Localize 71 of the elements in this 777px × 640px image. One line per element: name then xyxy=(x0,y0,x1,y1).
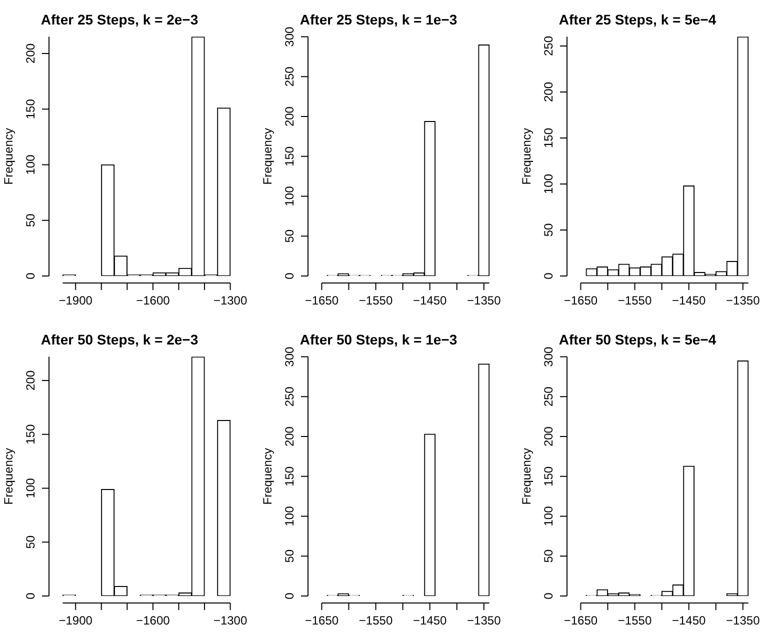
y-tick-label: 150 xyxy=(282,466,296,486)
y-tick-label: 150 xyxy=(23,98,38,120)
y-tick-label: 0 xyxy=(282,592,296,600)
x-tick-label: −1650 xyxy=(564,613,598,628)
x-tick-label: −1600 xyxy=(136,293,170,308)
chart-title: After 50 Steps, k = 1e−3 xyxy=(300,331,458,348)
x-tick-label: −1450 xyxy=(412,613,448,628)
y-tick-label: 250 xyxy=(282,386,296,407)
y-tick-label: 0 xyxy=(282,272,296,280)
chart-title: After 25 Steps, k = 2e−3 xyxy=(40,11,198,28)
y-tick-label: 100 xyxy=(23,154,38,175)
x-tick-label: −1350 xyxy=(467,613,502,628)
y-tick-label: 300 xyxy=(282,346,296,367)
y-tick-label: 200 xyxy=(541,82,556,102)
y-tick-label: 300 xyxy=(541,346,556,367)
chart-title: After 50 Steps, k = 5e−4 xyxy=(558,331,716,348)
y-tick-label: 200 xyxy=(23,43,38,64)
x-tick-label: −1350 xyxy=(726,613,760,628)
x-tick-label: −1350 xyxy=(467,293,502,308)
x-tick-label: −1650 xyxy=(564,293,598,308)
x-tick-label: −1550 xyxy=(618,613,652,628)
y-tick-label: 50 xyxy=(282,229,296,243)
y-tick-label: 0 xyxy=(23,592,38,600)
y-tick-label: 100 xyxy=(541,506,556,526)
y-axis-title: Frequency xyxy=(260,128,275,185)
x-tick-label: −1450 xyxy=(672,613,706,628)
y-axis-title: Frequency xyxy=(520,128,534,185)
y-tick-label: 150 xyxy=(541,128,556,148)
y-tick-label: 0 xyxy=(541,272,556,280)
x-tick-label: −1650 xyxy=(304,293,339,308)
x-tick-label: −1350 xyxy=(726,293,760,308)
y-tick-label: 250 xyxy=(541,36,556,56)
x-tick-label: −1450 xyxy=(412,293,448,308)
chart-title: After 25 Steps, k = 5e−4 xyxy=(558,11,716,28)
y-tick-label: 200 xyxy=(23,370,38,391)
y-tick-label: 150 xyxy=(541,466,556,486)
x-tick-label: −1550 xyxy=(358,613,393,628)
x-tick-label: −1650 xyxy=(304,613,339,628)
y-tick-label: 200 xyxy=(282,426,296,447)
y-axis-title: Frequency xyxy=(260,448,275,505)
x-tick-label: −1300 xyxy=(213,293,248,308)
chart-title: After 25 Steps, k = 1e−3 xyxy=(300,11,458,28)
y-tick-label: 100 xyxy=(541,174,556,194)
x-tick-label: −1600 xyxy=(136,613,170,628)
x-tick-label: −1900 xyxy=(58,293,93,308)
x-tick-label: −1550 xyxy=(358,293,393,308)
y-tick-label: 150 xyxy=(282,146,296,166)
y-tick-label: 100 xyxy=(23,478,38,498)
y-axis-title: Frequency xyxy=(2,128,16,185)
y-axis-title: Frequency xyxy=(520,448,534,505)
y-axis-title: Frequency xyxy=(2,448,16,505)
chart-title: After 50 Steps, k = 2e−3 xyxy=(40,331,198,348)
y-tick-label: 200 xyxy=(541,426,556,447)
x-tick-label: −1900 xyxy=(58,613,93,628)
y-tick-label: 150 xyxy=(23,424,38,444)
y-tick-label: 50 xyxy=(541,549,556,563)
y-tick-label: 0 xyxy=(541,592,556,600)
x-tick-label: −1300 xyxy=(213,613,248,628)
x-tick-label: −1550 xyxy=(618,293,652,308)
y-tick-label: 250 xyxy=(541,386,556,407)
y-tick-label: 50 xyxy=(282,549,296,563)
y-tick-label: 100 xyxy=(282,506,296,526)
y-tick-label: 0 xyxy=(23,272,38,280)
y-tick-label: 250 xyxy=(282,66,296,87)
y-tick-label: 300 xyxy=(282,26,296,47)
y-tick-label: 50 xyxy=(23,213,38,228)
y-tick-label: 200 xyxy=(282,106,296,127)
y-tick-label: 50 xyxy=(23,535,38,549)
x-tick-label: −1450 xyxy=(672,293,706,308)
y-tick-label: 100 xyxy=(282,186,296,206)
y-tick-label: 50 xyxy=(541,223,556,237)
